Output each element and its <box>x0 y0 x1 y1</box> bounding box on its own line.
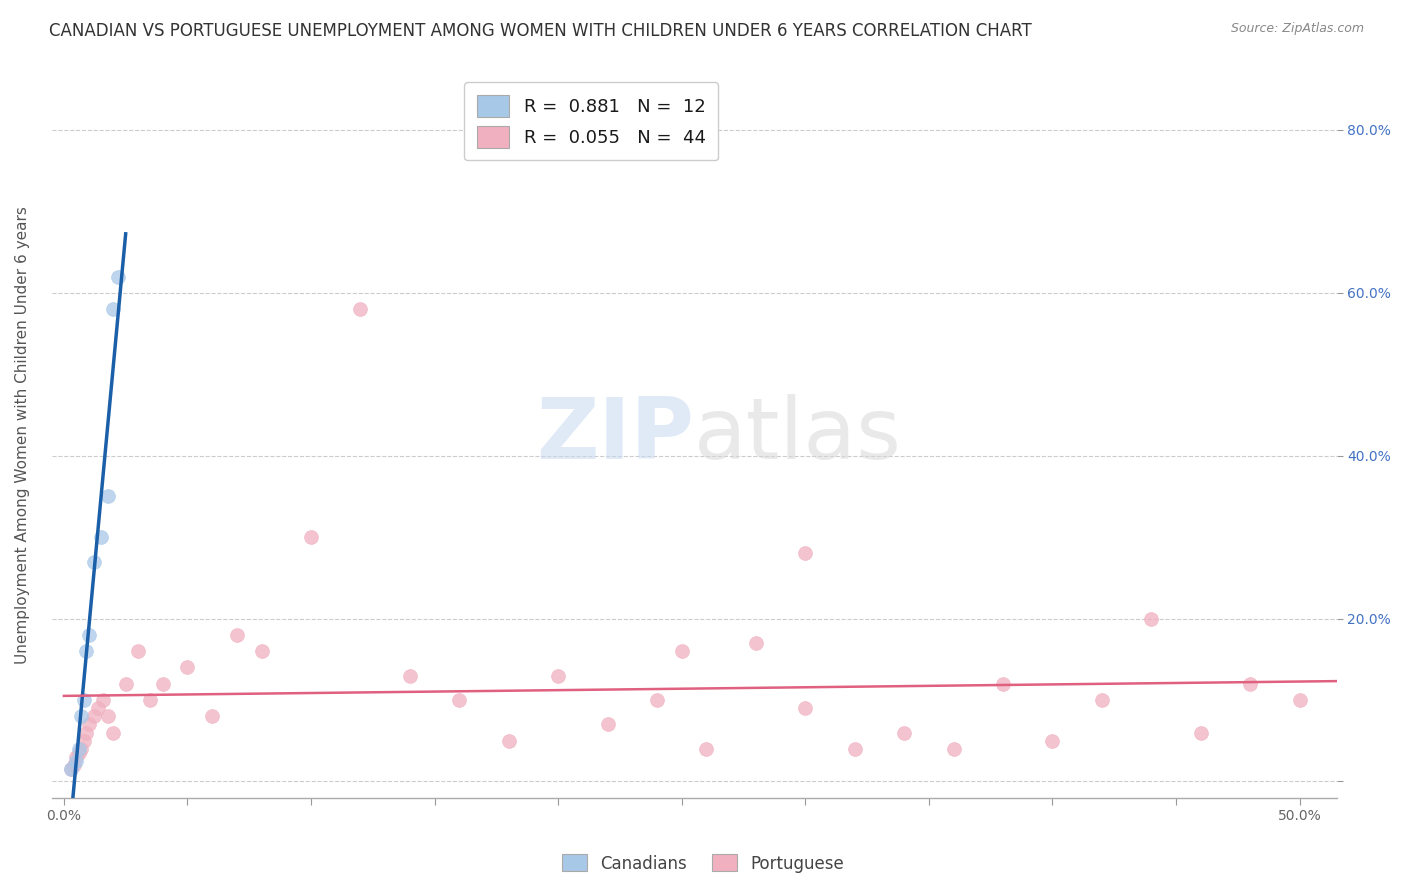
Point <box>449 693 471 707</box>
Point <box>671 644 693 658</box>
Point <box>60 762 83 776</box>
Point <box>139 693 162 707</box>
Point <box>349 302 371 317</box>
Point <box>1140 611 1163 625</box>
Point <box>65 750 87 764</box>
Point <box>250 644 273 658</box>
Legend: R =  0.881   N =  12, R =  0.055   N =  44: R = 0.881 N = 12, R = 0.055 N = 44 <box>464 82 718 161</box>
Point <box>201 709 224 723</box>
Point <box>70 709 93 723</box>
Text: ZIP: ZIP <box>536 394 695 477</box>
Point <box>645 693 668 707</box>
Point <box>745 636 768 650</box>
Point <box>991 676 1014 690</box>
Point <box>1042 733 1064 747</box>
Point <box>75 725 97 739</box>
Point <box>114 676 136 690</box>
Point <box>596 717 619 731</box>
Text: CANADIAN VS PORTUGUESE UNEMPLOYMENT AMONG WOMEN WITH CHILDREN UNDER 6 YEARS CORR: CANADIAN VS PORTUGUESE UNEMPLOYMENT AMON… <box>49 22 1032 40</box>
Point <box>97 709 120 723</box>
Point <box>152 676 174 690</box>
Point <box>844 741 866 756</box>
Point <box>1189 725 1212 739</box>
Point <box>103 725 125 739</box>
Point <box>67 741 90 756</box>
Point <box>893 725 915 739</box>
Point <box>1091 693 1114 707</box>
Point <box>547 668 569 682</box>
Point <box>299 530 322 544</box>
Point <box>75 644 97 658</box>
Text: atlas: atlas <box>695 394 903 477</box>
Point <box>695 741 717 756</box>
Point <box>77 717 100 731</box>
Point <box>60 762 83 776</box>
Point <box>97 489 120 503</box>
Point <box>107 269 129 284</box>
Text: Source: ZipAtlas.com: Source: ZipAtlas.com <box>1230 22 1364 36</box>
Point <box>225 628 247 642</box>
Point <box>83 555 105 569</box>
Point <box>70 741 93 756</box>
Point <box>176 660 198 674</box>
Point <box>73 733 96 747</box>
Point <box>1239 676 1261 690</box>
Point <box>83 709 105 723</box>
Point <box>127 644 149 658</box>
Point <box>103 302 125 317</box>
Point <box>90 530 112 544</box>
Point <box>73 693 96 707</box>
Point <box>794 546 817 560</box>
Point <box>498 733 520 747</box>
Point <box>1288 693 1310 707</box>
Point <box>87 701 110 715</box>
Point <box>794 701 817 715</box>
Point <box>93 693 115 707</box>
Point <box>942 741 965 756</box>
Point <box>67 746 90 760</box>
Point <box>399 668 422 682</box>
Y-axis label: Unemployment Among Women with Children Under 6 years: Unemployment Among Women with Children U… <box>15 206 30 665</box>
Point <box>77 628 100 642</box>
Point <box>65 754 87 768</box>
Point <box>62 758 84 772</box>
Legend: Canadians, Portuguese: Canadians, Portuguese <box>555 847 851 880</box>
